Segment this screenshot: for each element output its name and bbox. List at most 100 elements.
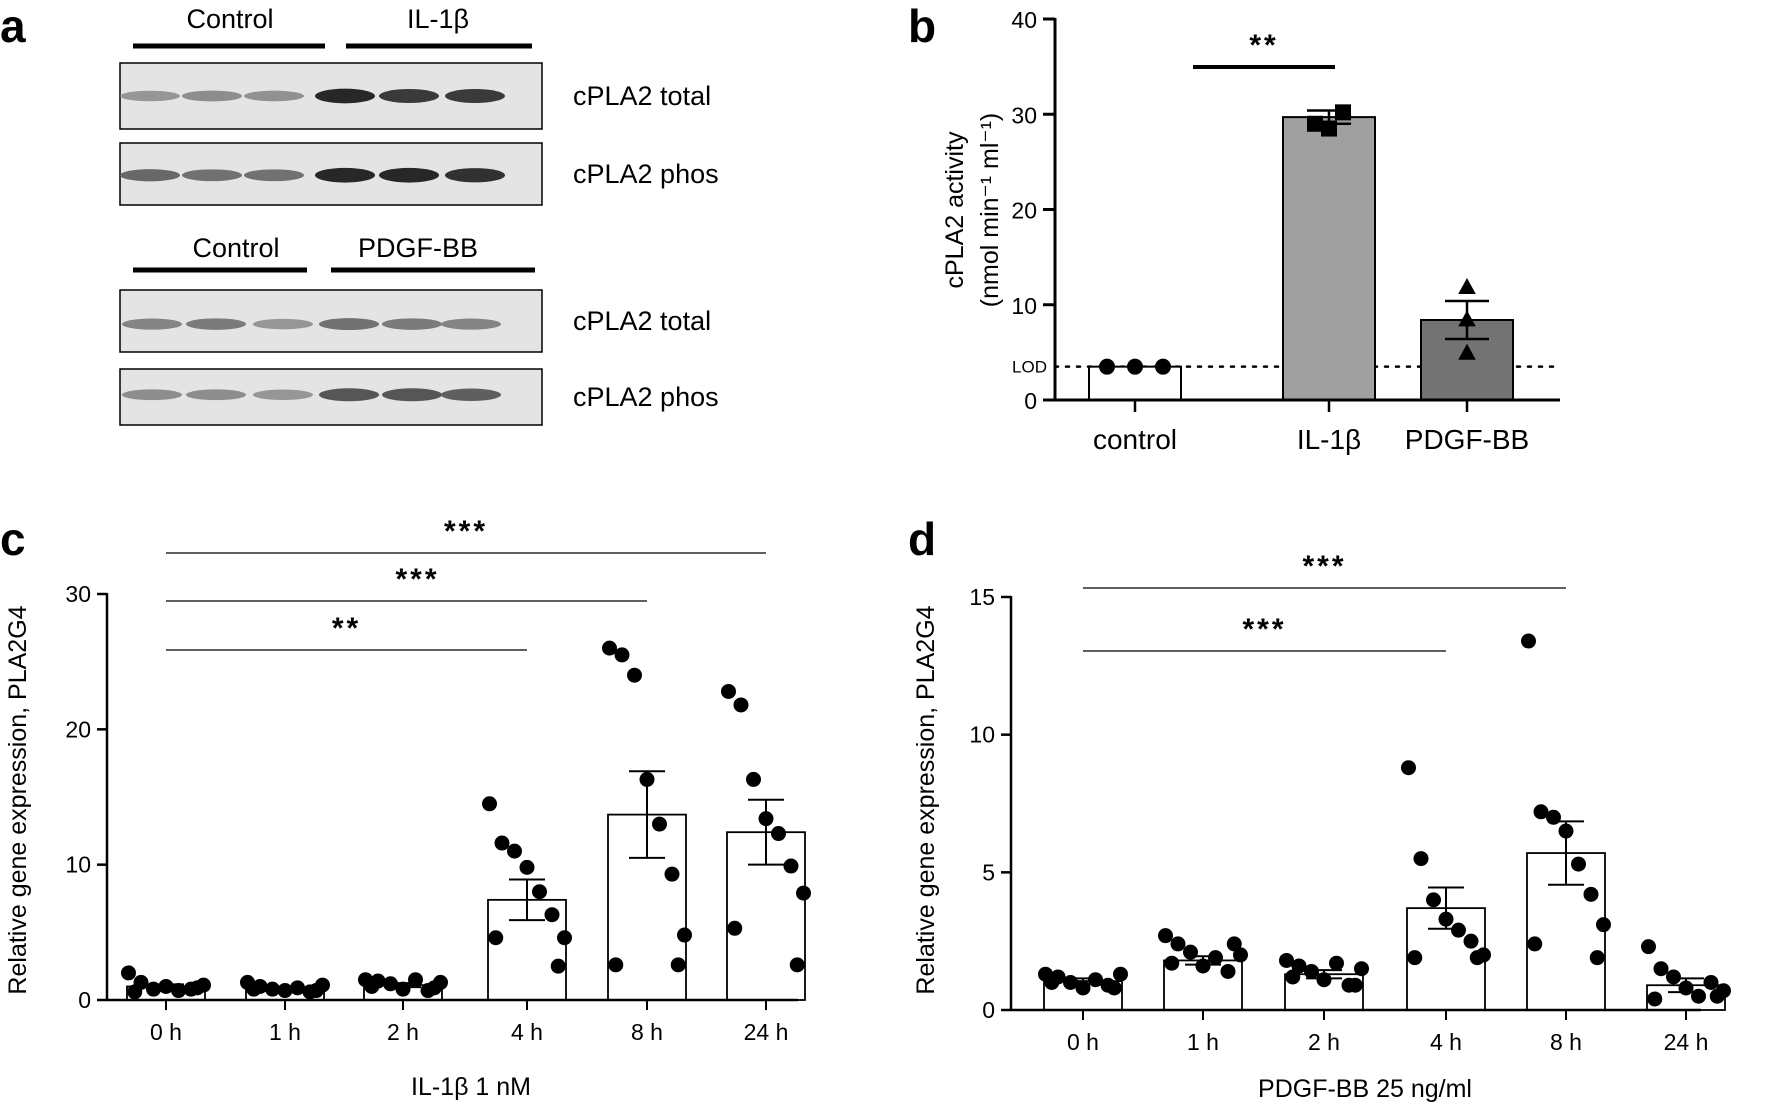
y-tick-label-2: 20 bbox=[1011, 198, 1037, 224]
point-panel-d-2-2 bbox=[1304, 963, 1319, 979]
point-panel-c-0-2 bbox=[146, 981, 161, 997]
x-category-panel-c-5: 24 h bbox=[744, 1019, 789, 1045]
point-panel-c-5-5 bbox=[783, 858, 799, 874]
point-panel-c-0-0 bbox=[121, 965, 136, 981]
point-panel-d-5-3 bbox=[1678, 980, 1694, 996]
point-0-1 bbox=[1127, 358, 1143, 375]
band-blot1-0-3 bbox=[315, 88, 375, 104]
panel-d-chart: 0 h 1 h 2 h 4 h 8 h 24 h 0 5 10 15 Relative gene e… bbox=[912, 550, 1731, 1103]
point-panel-c-4-1 bbox=[614, 647, 630, 663]
panel-letter-d: d bbox=[908, 513, 936, 565]
point-panel-d-4-8 bbox=[1589, 950, 1605, 966]
point-panel-c-4-8 bbox=[670, 957, 686, 973]
y-axis-label: cPLA2 activity bbox=[941, 131, 969, 289]
point-panel-d-0-2 bbox=[1063, 974, 1078, 990]
point-panel-d-0-3 bbox=[1075, 980, 1091, 996]
point-panel-c-5-0 bbox=[721, 683, 736, 699]
point-panel-c-5-1 bbox=[733, 697, 749, 713]
x-category-panel-c-2: 2 h bbox=[387, 1019, 419, 1045]
point-panel-c-3-8 bbox=[550, 958, 566, 974]
band-blot2-1-5 bbox=[441, 388, 501, 402]
band-blot1-0-4 bbox=[379, 89, 439, 103]
y-tick-label-panel-c-3: 30 bbox=[65, 581, 91, 607]
point-panel-d-2-1 bbox=[1291, 958, 1307, 974]
x-category-panel-d-2: 2 h bbox=[1308, 1029, 1340, 1055]
point-panel-c-3-5 bbox=[544, 907, 560, 923]
band-blot2-0-0 bbox=[122, 318, 182, 330]
point-1-1 bbox=[1335, 104, 1351, 121]
point-panel-c-1-7 bbox=[246, 981, 262, 997]
point-panel-c-2-2 bbox=[383, 976, 398, 992]
point-panel-c-5-3 bbox=[758, 811, 774, 827]
point-panel-d-0-6 bbox=[1113, 966, 1128, 982]
point-panel-c-3-0 bbox=[482, 796, 497, 812]
x-category-panel-d-3: 4 h bbox=[1430, 1029, 1462, 1055]
y-tick-label-panel-c-2: 20 bbox=[65, 716, 91, 742]
point-panel-d-4-5 bbox=[1583, 886, 1599, 902]
point-panel-d-4-2 bbox=[1546, 809, 1561, 825]
blot-row-label-blot2-1: cPLA2 phos bbox=[573, 382, 719, 412]
sig-label-panel-d-0: *** bbox=[1302, 550, 1346, 583]
band-blot1-1-0 bbox=[120, 169, 180, 182]
panel-letter-c: c bbox=[0, 513, 26, 565]
blot-row-label-blot1-1: cPLA2 phos bbox=[573, 159, 719, 189]
point-panel-c-2-3 bbox=[395, 981, 411, 997]
point-2-1 bbox=[1458, 310, 1476, 327]
point-panel-c-4-2 bbox=[627, 667, 642, 683]
point-panel-d-5-2 bbox=[1666, 969, 1681, 985]
point-panel-d-5-5 bbox=[1703, 974, 1719, 990]
point-panel-c-4-5 bbox=[664, 866, 680, 882]
point-panel-d-3-7 bbox=[1407, 950, 1423, 966]
point-panel-d-1-4 bbox=[1208, 950, 1223, 966]
band-blot1-0-0 bbox=[120, 90, 180, 102]
group-label-blot2-0: Control bbox=[192, 233, 279, 263]
lod-label: LOD bbox=[1012, 358, 1047, 377]
point-panel-c-3-3 bbox=[519, 859, 535, 875]
band-blot2-1-0 bbox=[122, 389, 182, 401]
y-tick-label-panel-c-1: 10 bbox=[65, 852, 91, 878]
point-panel-d-0-8 bbox=[1106, 980, 1122, 996]
panel-b-chart: LOD control IL-1β PDGF-BB 0 10 20 30 40 cPLA2 act… bbox=[941, 7, 1562, 455]
point-panel-d-5-8 bbox=[1709, 988, 1725, 1004]
point-panel-d-2-4 bbox=[1329, 955, 1344, 971]
point-panel-c-3-1 bbox=[494, 835, 510, 851]
point-panel-d-4-0 bbox=[1521, 633, 1536, 649]
point-panel-d-1-6 bbox=[1233, 947, 1248, 963]
panel-letter-b: b bbox=[908, 0, 936, 52]
point-panel-c-1-4 bbox=[290, 980, 305, 996]
y-axis-label-units: (nmol min⁻¹ ml⁻¹) bbox=[976, 113, 1004, 307]
point-panel-c-2-8 bbox=[426, 980, 442, 996]
group-label-blot1-0: Control bbox=[186, 4, 273, 34]
y-tick-label-panel-d-0: 0 bbox=[982, 997, 995, 1023]
sig-label-panel-c-0: *** bbox=[444, 515, 488, 548]
point-panel-d-0-4 bbox=[1088, 972, 1103, 988]
band-blot2-0-5 bbox=[441, 318, 501, 330]
x-category-1: IL-1β bbox=[1297, 424, 1361, 455]
point-panel-d-3-1 bbox=[1413, 851, 1429, 867]
point-panel-d-3-3 bbox=[1438, 911, 1454, 927]
point-panel-d-4-6 bbox=[1596, 917, 1611, 933]
sig-label-0: ** bbox=[1249, 29, 1278, 62]
band-blot1-1-4 bbox=[379, 167, 439, 183]
point-2-0 bbox=[1458, 278, 1476, 295]
y-tick-label-panel-d-2: 10 bbox=[969, 722, 995, 748]
band-blot2-1-3 bbox=[319, 388, 379, 402]
point-panel-d-3-8 bbox=[1469, 950, 1485, 966]
point-panel-d-5-1 bbox=[1653, 961, 1669, 977]
x-category-panel-d-5: 24 h bbox=[1664, 1029, 1709, 1055]
blot-row-label-blot1-0: cPLA2 total bbox=[573, 81, 711, 111]
point-panel-c-4-4 bbox=[652, 816, 667, 832]
y-tick-label-panel-d-1: 5 bbox=[982, 859, 995, 885]
blot-row-label-blot2-0: cPLA2 total bbox=[573, 306, 711, 336]
point-panel-c-2-4 bbox=[408, 972, 423, 988]
band-blot2-0-1 bbox=[186, 318, 246, 330]
band-blot1-0-1 bbox=[182, 90, 242, 102]
point-panel-c-0-8 bbox=[189, 980, 205, 996]
point-panel-c-5-8 bbox=[789, 957, 805, 973]
point-panel-d-1-2 bbox=[1183, 944, 1198, 960]
x-category-2: PDGF-BB bbox=[1405, 424, 1529, 455]
point-panel-d-0-7 bbox=[1044, 974, 1060, 990]
point-panel-d-2-7 bbox=[1285, 969, 1301, 985]
point-panel-d-5-7 bbox=[1647, 991, 1663, 1007]
